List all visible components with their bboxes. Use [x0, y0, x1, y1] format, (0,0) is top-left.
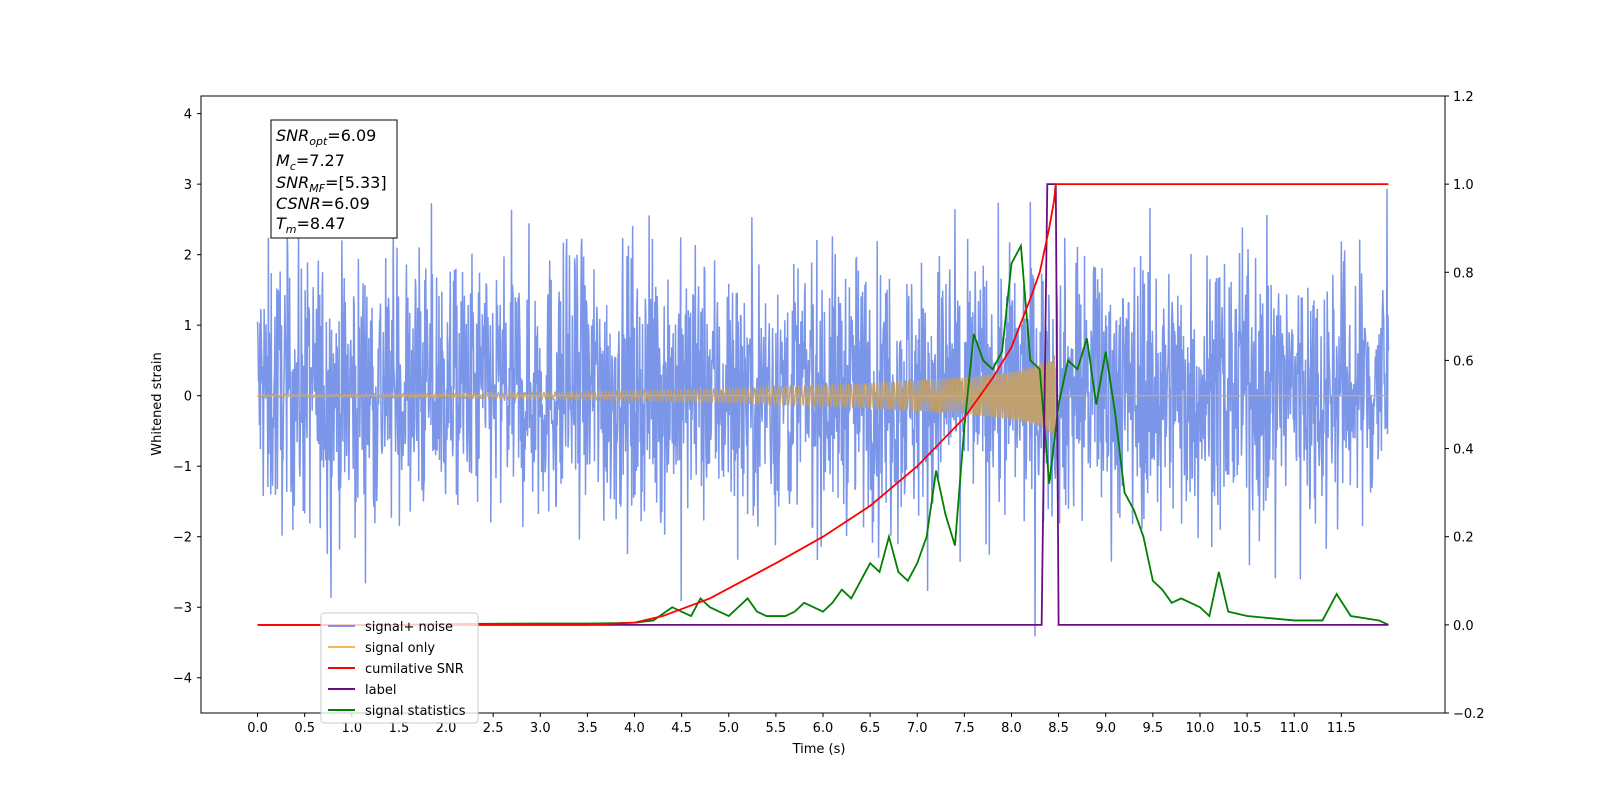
- y-tick-label-left: −4: [173, 672, 192, 687]
- plot-area: [256, 183, 1390, 637]
- x-tick-label: 1.0: [341, 721, 362, 736]
- x-tick-label: 5.0: [718, 721, 739, 736]
- x-tick-label: 11.5: [1327, 721, 1356, 736]
- x-tick-label: 6.5: [860, 721, 881, 736]
- x-tick-label: 9.0: [1095, 721, 1116, 736]
- y-tick-label-left: 2: [184, 249, 192, 264]
- y-tick-label-left: 4: [184, 108, 192, 123]
- info-box: SNRopt=6.09 Mc=7.27 SNRMF=[5.33] CSNR=6.…: [270, 119, 398, 239]
- series-cumulative-snr: [257, 183, 1389, 626]
- x-tick-label: 10.0: [1185, 721, 1214, 736]
- y-axis-label: Whitened strain: [150, 352, 165, 455]
- legend-label-signal-noise: signal+ noise: [365, 620, 453, 635]
- y-tick-label-right: 1.2: [1453, 90, 1474, 105]
- y-tick-label-right: 0.0: [1453, 619, 1474, 634]
- x-tick-label: 3.5: [577, 721, 598, 736]
- y-tick-label-right: 0.2: [1453, 531, 1474, 546]
- info-mc: Mc=7.27: [276, 151, 345, 173]
- x-tick-label: 5.5: [766, 721, 787, 736]
- y-tick-label-left: 1: [184, 319, 192, 334]
- y-tick-label-right: 0.6: [1453, 354, 1474, 369]
- info-snr-mf: SNRMF=[5.33]: [276, 173, 387, 195]
- y-tick-label-right: −0.2: [1453, 707, 1485, 722]
- y-tick-label-left: 3: [184, 178, 192, 193]
- info-tm: Tm=8.47: [276, 214, 346, 236]
- x-axis: 0.0 0.5 1.0 1.5 2.0 2.5 3.0 3.5 4.0 4.5 5.0 5.5 6.0 6…: [247, 713, 1356, 736]
- y-tick-label-right: 1.0: [1453, 178, 1474, 193]
- series-signal-noise: [256, 188, 1390, 637]
- legend-label-label: label: [365, 683, 396, 698]
- x-tick-label: 2.5: [483, 721, 504, 736]
- x-tick-label: 6.0: [813, 721, 834, 736]
- x-tick-label: 4.0: [624, 721, 645, 736]
- series-signal-statistics: [257, 242, 1389, 626]
- x-tick-label: 2.0: [436, 721, 457, 736]
- x-tick-label: 4.5: [671, 721, 692, 736]
- x-tick-label: 7.0: [907, 721, 928, 736]
- x-tick-label: 0.5: [294, 721, 315, 736]
- series-label: [257, 183, 1389, 626]
- x-tick-label: 9.5: [1143, 721, 1164, 736]
- x-axis-label: Time (s): [792, 742, 846, 757]
- x-tick-label: 8.5: [1048, 721, 1069, 736]
- legend-label-signal-only: signal only: [365, 641, 435, 656]
- y-axis-left: 4 3 2 1 0 −1 −2 −3 −4: [173, 108, 201, 687]
- legend: signal+ noise signal only cumilative SNR…: [320, 612, 479, 724]
- y-tick-label-left: −3: [173, 601, 192, 616]
- x-tick-label: 3.0: [530, 721, 551, 736]
- x-tick-label: 0.0: [247, 721, 268, 736]
- y-tick-label-right: 0.4: [1453, 443, 1474, 458]
- y-tick-label-right: 0.8: [1453, 266, 1474, 281]
- x-tick-label: 1.5: [389, 721, 410, 736]
- x-tick-label: 7.5: [954, 721, 975, 736]
- y-tick-label-left: 0: [184, 390, 192, 405]
- legend-label-signal-statistics: signal statistics: [365, 704, 466, 719]
- y-axis-right: 1.2 1.0 0.8 0.6 0.4 0.2 0.0 −0.2: [1445, 90, 1485, 722]
- y-tick-label-left: −2: [173, 531, 192, 546]
- y-tick-label-left: −1: [173, 460, 192, 475]
- x-tick-label: 10.5: [1233, 721, 1262, 736]
- x-tick-label: 8.0: [1001, 721, 1022, 736]
- legend-label-cumulative-snr: cumilative SNR: [365, 662, 464, 677]
- x-tick-label: 11.0: [1280, 721, 1309, 736]
- info-snr-opt: SNRopt=6.09: [276, 126, 376, 148]
- info-csnr: CSNR=6.09: [276, 194, 370, 213]
